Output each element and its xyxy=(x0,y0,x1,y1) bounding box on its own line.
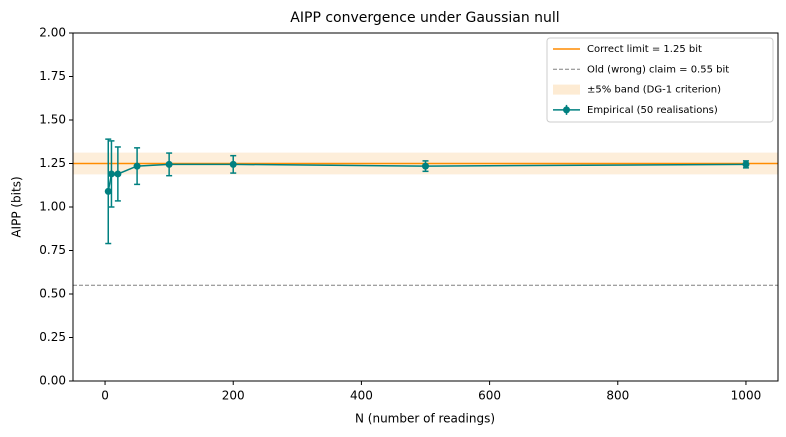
point xyxy=(229,160,237,168)
plot-frame xyxy=(72,32,779,382)
y-tick-label: 1.50 xyxy=(39,113,66,127)
y-tick-label: 0.25 xyxy=(39,330,66,344)
legend-label: Correct limit = 1.25 bit xyxy=(587,44,702,55)
x-tick-label: 1000 xyxy=(731,389,762,403)
y-axis-label: AIPP (bits) xyxy=(10,176,24,237)
y-tick-label: 1.25 xyxy=(39,156,66,170)
point xyxy=(165,160,173,168)
legend-label: ±5% band (DG-1 criterion) xyxy=(587,85,721,96)
point xyxy=(422,162,429,170)
y-tick-label: 2.00 xyxy=(39,26,66,40)
x-tick-label: 600 xyxy=(478,389,501,403)
x-tick-label: 0 xyxy=(101,389,109,403)
point xyxy=(107,170,115,178)
point xyxy=(742,160,750,168)
legend-label: Old (wrong) claim = 0.55 bit xyxy=(587,64,729,75)
legend-box xyxy=(546,37,774,123)
legend-label: Empirical (50 realisations) xyxy=(587,105,718,116)
x-tick-label: 400 xyxy=(350,389,373,403)
point xyxy=(133,162,141,170)
y-tick-label: 0.50 xyxy=(39,287,66,301)
y-tick-label: 1.00 xyxy=(39,200,66,214)
y-tick-label: 0.75 xyxy=(39,243,66,257)
point xyxy=(114,170,122,178)
legend-swatch xyxy=(563,106,570,114)
x-tick-label: 800 xyxy=(606,389,629,403)
y-tick-label: 0.00 xyxy=(39,374,66,388)
x-axis-label: N (number of readings) xyxy=(355,412,495,426)
chart-title: AIPP convergence under Gaussian null xyxy=(290,10,559,26)
x-tick-label: 200 xyxy=(222,389,245,403)
legend-swatch xyxy=(553,84,580,95)
y-tick-label: 1.75 xyxy=(39,69,66,83)
point xyxy=(104,187,112,195)
